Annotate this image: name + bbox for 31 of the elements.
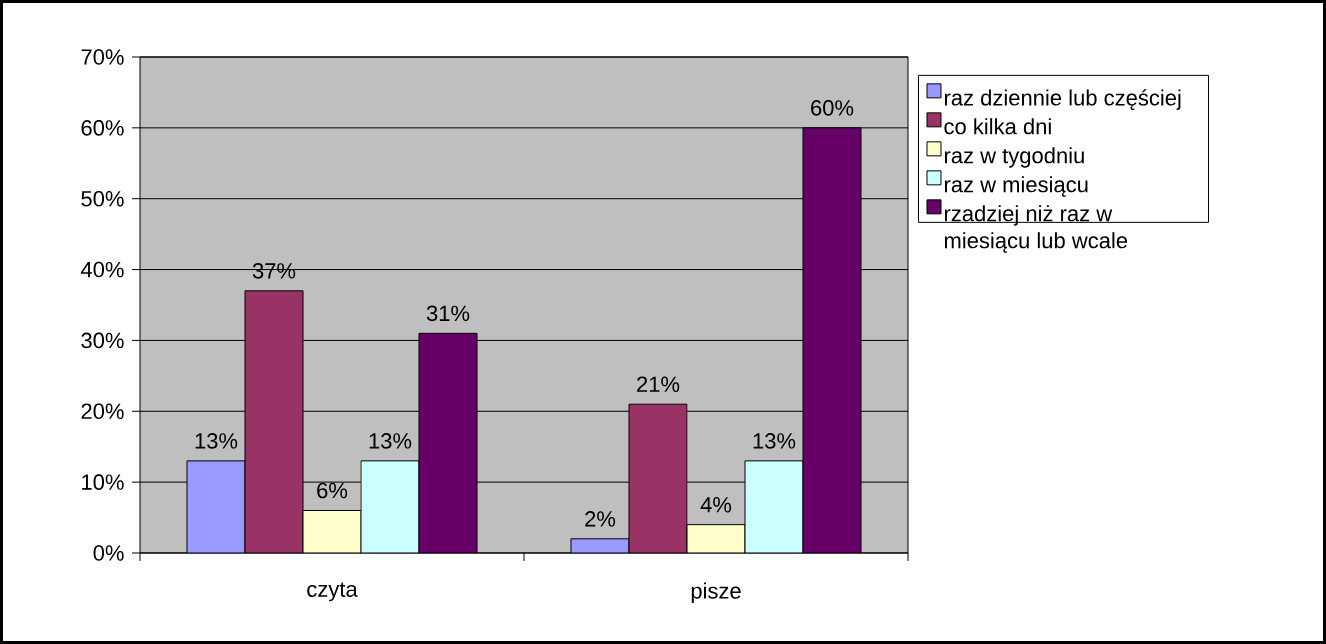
legend-label: raz dziennie lub częściej <box>944 89 1181 110</box>
legend-label: rzadziej niż raz w miesiącu lub wcale <box>944 205 1128 253</box>
data-label: 31% <box>426 305 470 322</box>
bar <box>744 460 804 553</box>
bar <box>360 460 420 553</box>
x-tick-label: czyta <box>307 582 358 602</box>
data-label: 60% <box>811 100 854 116</box>
legend-label: raz w tygodniu <box>944 147 1084 168</box>
data-label: 13% <box>753 433 796 449</box>
data-label: 2% <box>585 511 616 527</box>
y-tick-label: 40% <box>80 261 124 278</box>
bar <box>186 460 246 553</box>
data-label: 4% <box>700 497 732 513</box>
y-tick-label: 20% <box>81 403 124 420</box>
bar <box>628 403 688 553</box>
y-tick-label: 70% <box>81 49 124 65</box>
legend-label: raz w miesiącu <box>944 176 1088 197</box>
bar <box>802 127 862 553</box>
y-tick-label: 50% <box>81 190 124 207</box>
data-label: 6% <box>317 482 348 499</box>
y-tick-label: 10% <box>82 474 124 490</box>
x-tick-label: pisze <box>691 582 741 604</box>
y-tick-label: 0% <box>93 545 124 561</box>
y-tick-label: 60% <box>81 120 124 136</box>
bar <box>244 290 304 553</box>
data-label: 21% <box>637 376 680 392</box>
legend-label: co kilka dni <box>944 118 1051 135</box>
y-tick-label: 30% <box>81 332 124 349</box>
data-label: 13% <box>369 433 412 449</box>
data-label: 13% <box>195 433 238 449</box>
bar <box>418 332 478 553</box>
